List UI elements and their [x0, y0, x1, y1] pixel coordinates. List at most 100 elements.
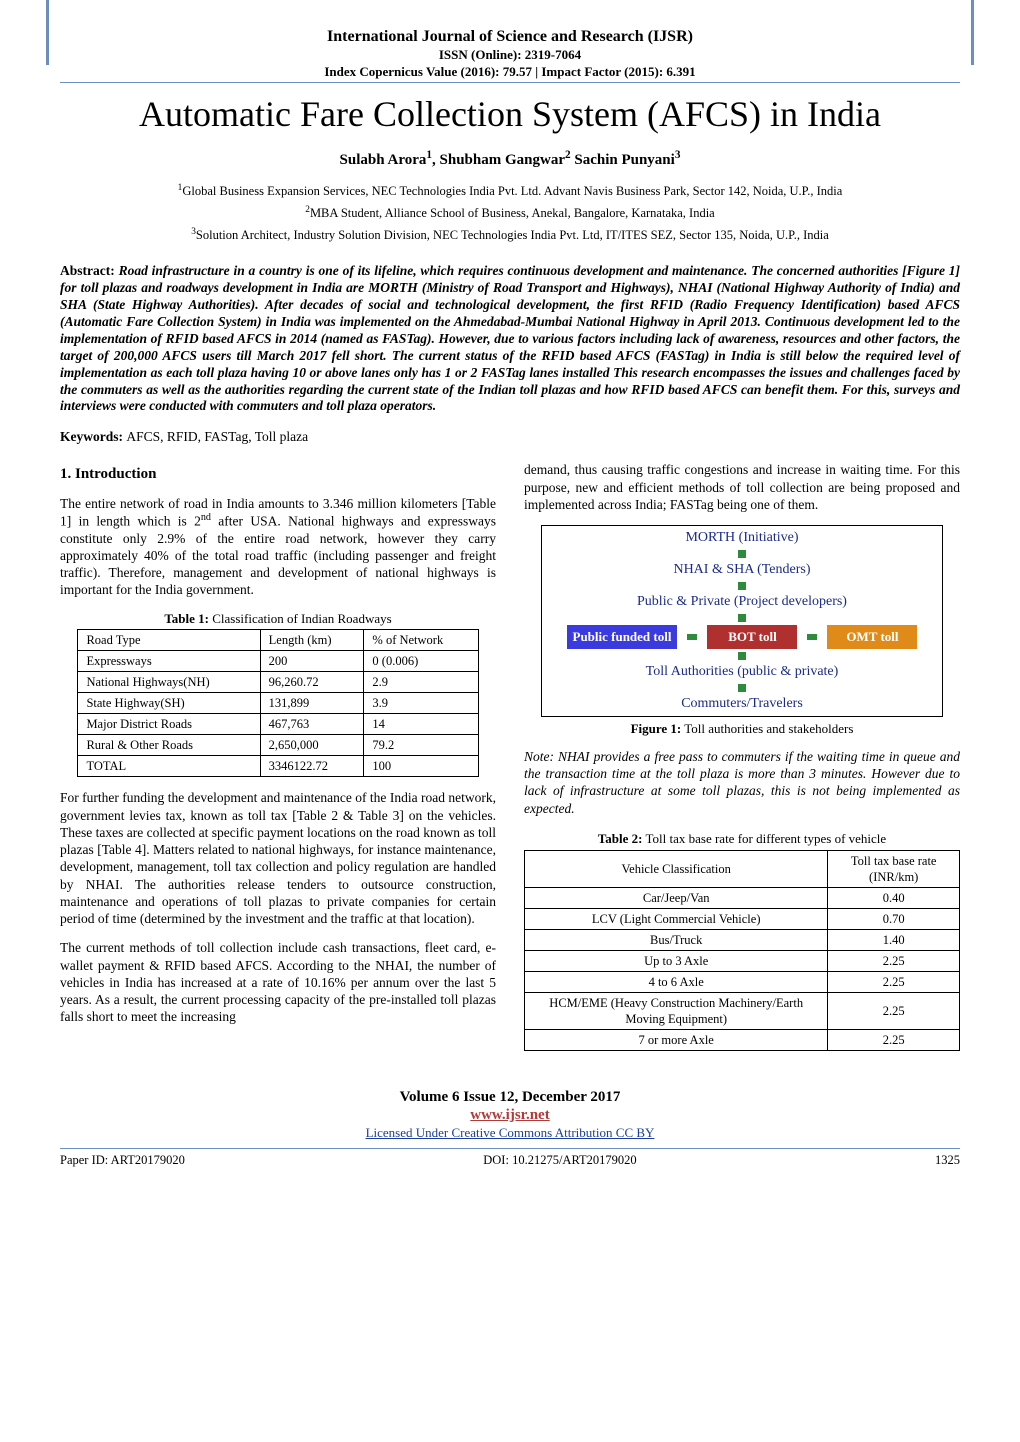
index-line: Index Copernicus Value (2016): 79.57 | I…: [60, 64, 960, 80]
table-cell: Bus/Truck: [525, 929, 828, 950]
figure-row: NHAI & SHA (Tenders): [542, 558, 941, 582]
table-row: State Highway(SH)131,8993.9: [78, 693, 478, 714]
header-rule-left: [46, 0, 49, 65]
table-cell: Expressways: [78, 651, 260, 672]
figure1-caption-bold: Figure 1:: [631, 721, 682, 736]
table-cell: LCV (Light Commercial Vehicle): [525, 908, 828, 929]
abstract-label: Abstract:: [60, 263, 119, 278]
keywords-label: Keywords:: [60, 429, 126, 444]
table-row: Major District Roads467,76314: [78, 714, 478, 735]
authors: Sulabh Arora1, Shubham Gangwar2 Sachin P…: [60, 149, 960, 169]
figure-box: BOT toll: [707, 625, 797, 650]
section-1-heading: 1. Introduction: [60, 465, 496, 484]
table-header-cell: % of Network: [364, 630, 478, 651]
paper-id: Paper ID: ART20179020: [60, 1153, 185, 1168]
journal-header: International Journal of Science and Res…: [60, 28, 960, 83]
figure1-caption: Figure 1: Toll authorities and stakehold…: [524, 721, 960, 738]
affiliations: 1Global Business Expansion Services, NEC…: [60, 183, 960, 243]
table-cell: Rural & Other Roads: [78, 735, 260, 756]
keywords: Keywords: AFCS, RFID, FASTag, Toll plaza: [60, 429, 960, 445]
figure1-diagram: MORTH (Initiative) NHAI & SHA (Tenders) Pu…: [541, 525, 942, 717]
table-cell: 4 to 6 Axle: [525, 971, 828, 992]
abstract: Abstract: Road infrastructure in a count…: [60, 263, 960, 415]
table-cell: TOTAL: [78, 756, 260, 777]
table-header-cell: Length (km): [260, 630, 364, 651]
connector-icon: [738, 684, 746, 692]
table-cell: 2.25: [828, 992, 960, 1029]
table-cell: National Highways(NH): [78, 672, 260, 693]
table-cell: 2.25: [828, 950, 960, 971]
table1-caption-bold: Table 1:: [164, 611, 209, 626]
table-row: HCM/EME (Heavy Construction Machinery/Ea…: [525, 992, 960, 1029]
table-cell: 0.70: [828, 908, 960, 929]
affiliation: 1Global Business Expansion Services, NEC…: [60, 183, 960, 199]
table-row: Car/Jeep/Van0.40: [525, 887, 960, 908]
table-header-cell: Toll tax base rate (INR/km): [828, 850, 960, 887]
volume-line: Volume 6 Issue 12, December 2017: [60, 1089, 960, 1106]
table-cell: 7 or more Axle: [525, 1029, 828, 1050]
journal-title: International Journal of Science and Res…: [60, 28, 960, 46]
table-cell: 2,650,000: [260, 735, 364, 756]
connector-icon: [807, 634, 817, 640]
table-cell: Car/Jeep/Van: [525, 887, 828, 908]
right-column: demand, thus causing traffic congestions…: [524, 461, 960, 1062]
table-cell: 100: [364, 756, 478, 777]
paper-title: Automatic Fare Collection System (AFCS) …: [60, 93, 960, 135]
table-cell: 3346122.72: [260, 756, 364, 777]
figure-row: Public & Private (Project developers): [542, 590, 941, 614]
doi: DOI: 10.21275/ART20179020: [483, 1153, 636, 1168]
connector-icon: [738, 652, 746, 660]
table-cell: 0 (0.006): [364, 651, 478, 672]
table-cell: 2.25: [828, 1029, 960, 1050]
table1-caption: Table 1: Classification of Indian Roadwa…: [60, 611, 496, 628]
table-cell: 2.9: [364, 672, 478, 693]
figure-row: Toll Authorities (public & private): [542, 660, 941, 684]
issn-line: ISSN (Online): 2319-7064: [60, 47, 960, 63]
table-row: Up to 3 Axle2.25: [525, 950, 960, 971]
table-row: TOTAL3346122.72100: [78, 756, 478, 777]
table-cell: 14: [364, 714, 478, 735]
table-cell: 131,899: [260, 693, 364, 714]
figure-row: MORTH (Initiative): [542, 526, 941, 550]
figure-box: OMT toll: [827, 625, 917, 650]
intro-para-2: For further funding the development and …: [60, 789, 496, 927]
connector-icon: [738, 614, 746, 622]
table-row: 4 to 6 Axle2.25: [525, 971, 960, 992]
table-row: National Highways(NH)96,260.722.9: [78, 672, 478, 693]
table-cell: 200: [260, 651, 364, 672]
table-cell: 1.40: [828, 929, 960, 950]
table-cell: 467,763: [260, 714, 364, 735]
table-cell: 2.25: [828, 971, 960, 992]
keywords-text: AFCS, RFID, FASTag, Toll plaza: [126, 429, 308, 444]
table-cell: 3.9: [364, 693, 478, 714]
affiliation: 3Solution Architect, Industry Solution D…: [60, 227, 960, 243]
table-row: Rural & Other Roads2,650,00079.2: [78, 735, 478, 756]
table-row: LCV (Light Commercial Vehicle)0.70: [525, 908, 960, 929]
connector-icon: [687, 634, 697, 640]
table-cell: State Highway(SH): [78, 693, 260, 714]
intro-para-4: demand, thus causing traffic congestions…: [524, 461, 960, 513]
figure-row: Commuters/Travelers: [542, 692, 941, 716]
table2-caption-bold: Table 2:: [598, 831, 643, 846]
figure-box-row: Public funded tollBOT tollOMT toll: [542, 622, 941, 653]
table-row: Expressways2000 (0.006): [78, 651, 478, 672]
figure1-caption-rest: Toll authorities and stakeholders: [681, 721, 853, 736]
table-row: 7 or more Axle2.25: [525, 1029, 960, 1050]
table-cell: 96,260.72: [260, 672, 364, 693]
table2: Vehicle ClassificationToll tax base rate…: [524, 850, 960, 1051]
note-text: Note: NHAI provides a free pass to commu…: [524, 748, 960, 817]
page: International Journal of Science and Res…: [0, 0, 1020, 1188]
affiliation: 2MBA Student, Alliance School of Busines…: [60, 205, 960, 221]
two-column-body: 1. Introduction The entire network of ro…: [60, 461, 960, 1062]
header-rule-right: [971, 0, 974, 65]
figure1: MORTH (Initiative) NHAI & SHA (Tenders) Pu…: [524, 525, 960, 717]
license-link[interactable]: Licensed Under Creative Commons Attribut…: [366, 1125, 655, 1140]
journal-url[interactable]: www.ijsr.net: [470, 1107, 549, 1123]
table-cell: Up to 3 Axle: [525, 950, 828, 971]
table2-caption: Table 2: Toll tax base rate for differen…: [524, 831, 960, 848]
table-cell: HCM/EME (Heavy Construction Machinery/Ea…: [525, 992, 828, 1029]
connector-icon: [738, 582, 746, 590]
intro-para-3: The current methods of toll collection i…: [60, 939, 496, 1025]
table1: Road TypeLength (km)% of NetworkExpressw…: [77, 629, 478, 777]
table-header-cell: Vehicle Classification: [525, 850, 828, 887]
